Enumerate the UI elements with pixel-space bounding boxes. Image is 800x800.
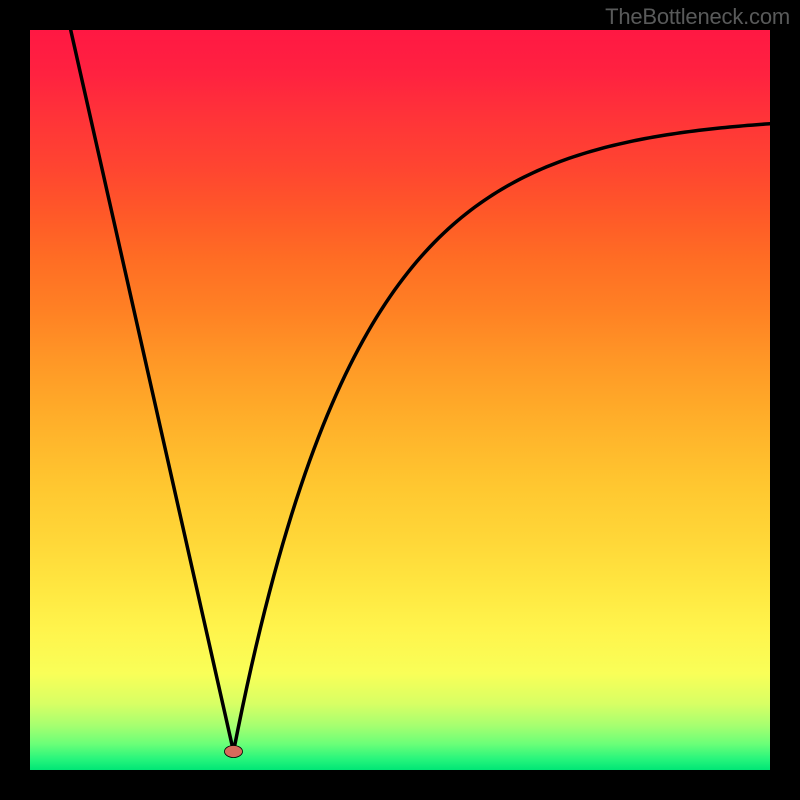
plot-svg (30, 30, 770, 770)
chart-frame: TheBottleneck.com (0, 0, 800, 800)
plot-area (30, 30, 770, 770)
gradient-background (30, 30, 770, 770)
minimum-marker (225, 746, 243, 758)
watermark-text: TheBottleneck.com (605, 4, 790, 30)
